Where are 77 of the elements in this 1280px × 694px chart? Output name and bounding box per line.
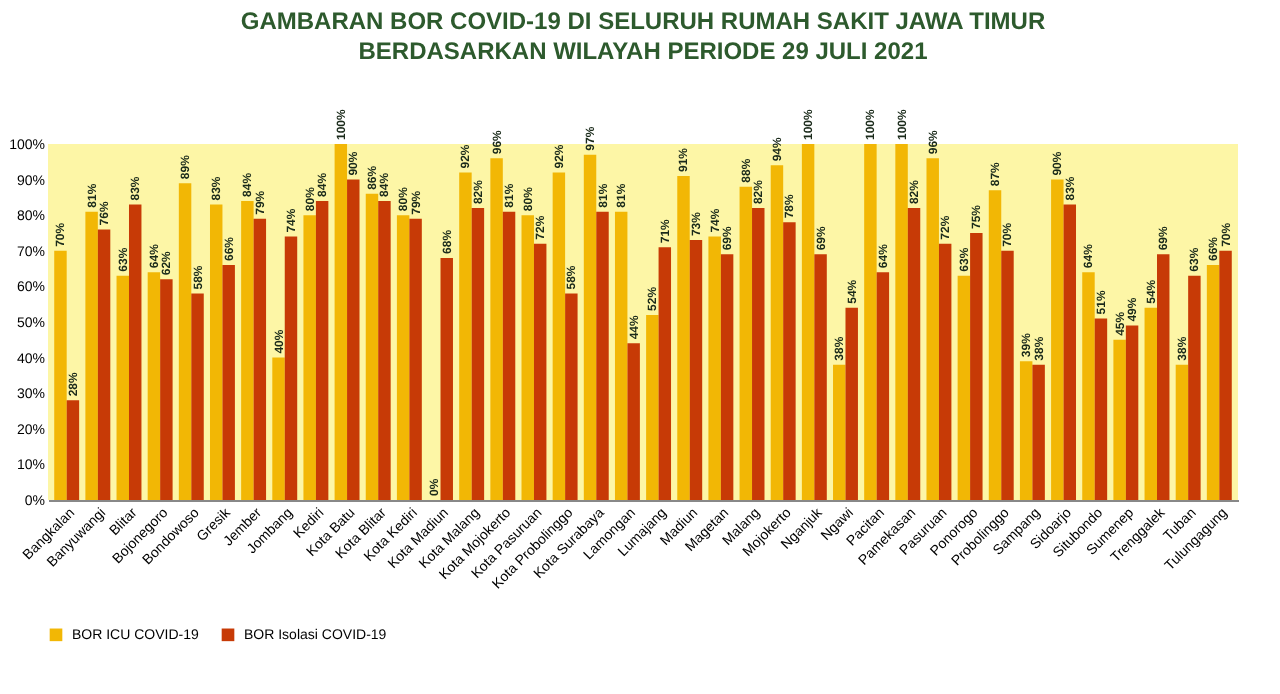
bar [646, 314, 659, 500]
bar [533, 243, 547, 500]
bar [689, 240, 703, 500]
chart-subtitle: BERDASARKAN WILAYAH PERIODE 29 JULI 2021 [358, 37, 929, 66]
bar [1188, 275, 1201, 500]
bar [658, 247, 672, 500]
bar [97, 229, 111, 500]
bar [66, 400, 80, 500]
bar [926, 158, 939, 500]
bar [1051, 179, 1064, 500]
bar [521, 215, 534, 500]
bar [1206, 265, 1220, 500]
bar [864, 144, 877, 500]
bar [801, 144, 815, 500]
bar [365, 193, 379, 500]
bar [957, 275, 971, 500]
bar [178, 183, 192, 500]
bar [783, 222, 796, 500]
bar [845, 307, 858, 500]
bar [770, 165, 784, 500]
bar [552, 172, 566, 500]
bar [677, 176, 690, 500]
bar [378, 200, 391, 500]
bar [1175, 364, 1189, 500]
bar [596, 211, 609, 500]
bar [720, 254, 734, 500]
bar [970, 233, 983, 500]
bar [1113, 339, 1126, 500]
bar [459, 172, 472, 500]
bar [1125, 325, 1139, 500]
bar [347, 179, 360, 500]
bar [1094, 318, 1108, 500]
bar [409, 218, 422, 500]
bar [988, 190, 1002, 500]
bar [752, 208, 765, 500]
bar [253, 218, 267, 500]
bar [303, 215, 316, 500]
bar [334, 144, 348, 500]
bar [1001, 250, 1014, 500]
bar [284, 236, 298, 500]
bar [1082, 272, 1095, 500]
bar [147, 272, 161, 500]
bar [627, 343, 640, 500]
bar [1144, 307, 1158, 500]
bar [191, 293, 204, 500]
bar [814, 254, 827, 500]
bar [315, 200, 329, 500]
bar [565, 293, 578, 500]
bar [396, 215, 410, 500]
bar [876, 272, 890, 500]
bar [490, 158, 503, 500]
bar [222, 265, 235, 500]
bar [128, 204, 142, 500]
bar [85, 211, 98, 500]
bar [241, 200, 254, 500]
bar [938, 243, 952, 500]
bar [272, 357, 285, 500]
bar [739, 186, 753, 500]
bar [1157, 254, 1170, 500]
bar [54, 250, 67, 500]
bar [907, 208, 921, 500]
bar [160, 279, 173, 500]
bar [502, 211, 516, 500]
bar [614, 211, 628, 500]
chart-title: GAMBARAN BOR COVID-19 DI SELURUH RUMAH SAKIT JAWA TIMUR [240, 7, 1046, 36]
bar [708, 236, 721, 500]
bar [583, 154, 597, 500]
bar [209, 204, 223, 500]
bar [116, 275, 129, 500]
bar [440, 257, 453, 500]
bar [895, 144, 908, 500]
bar [1019, 361, 1033, 500]
bar [471, 208, 485, 500]
bar [833, 364, 846, 500]
bar [1219, 250, 1232, 500]
bar [1032, 364, 1045, 500]
bar [1063, 204, 1077, 500]
